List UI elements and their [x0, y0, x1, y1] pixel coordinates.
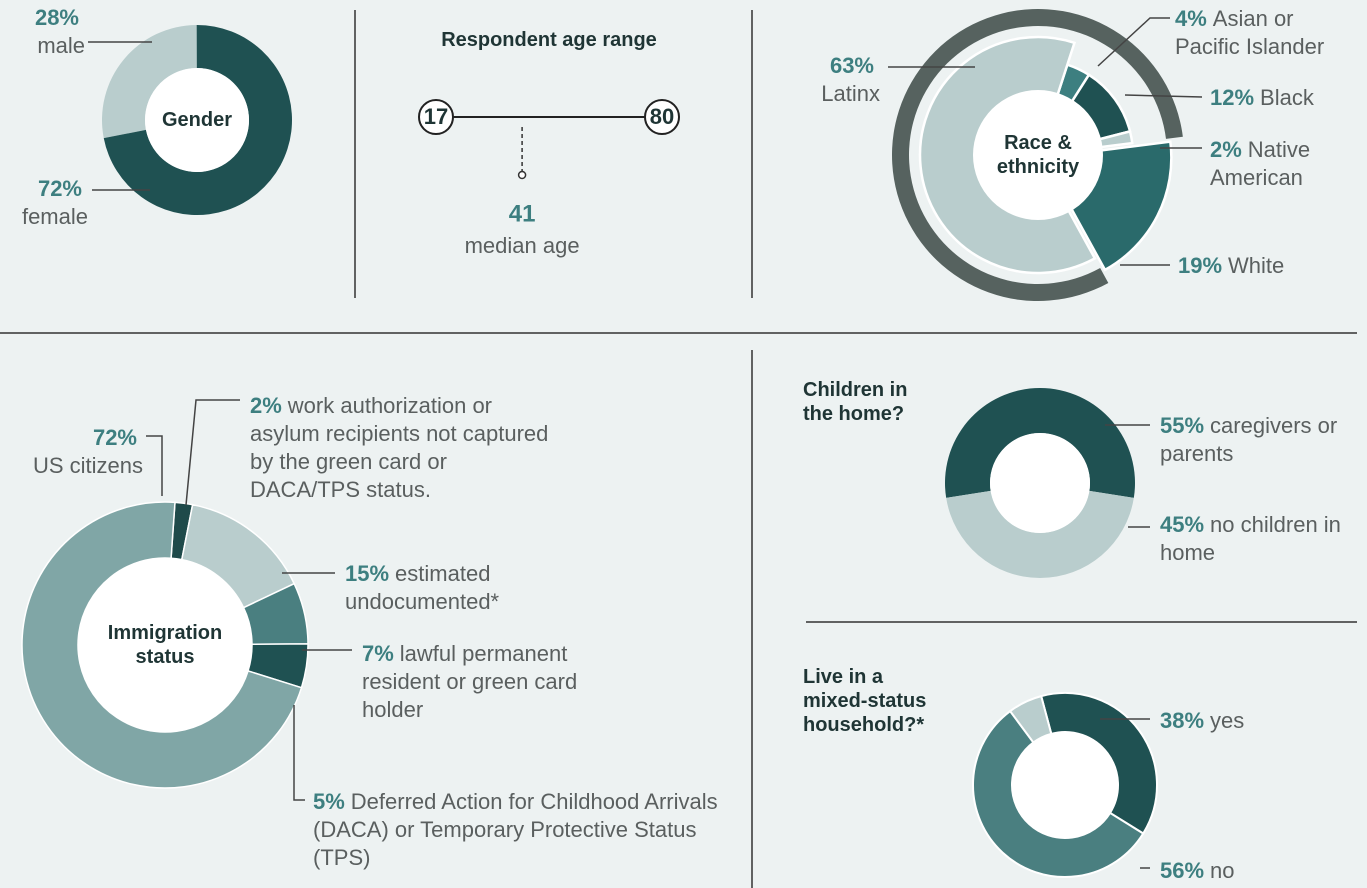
slice-category: no [1210, 858, 1235, 883]
slice-percent: 2% [250, 393, 282, 418]
range-end-label: 17 [424, 104, 448, 129]
slice-category: Asian or Pacific Islander [1175, 6, 1325, 59]
slice-label: 38% yes [1160, 707, 1360, 735]
slice-label: 28% male [0, 4, 85, 60]
leader-line [1097, 17, 1170, 67]
slice [103, 24, 292, 215]
chart-title: Children in the home? [803, 379, 908, 425]
slice-percent: 56% [1160, 858, 1205, 883]
median-value: 41 [509, 200, 536, 227]
slice-category: Native American [1210, 137, 1311, 190]
slice-percent: 55% [1160, 413, 1205, 438]
slice [102, 25, 197, 139]
slice-percent: 12% [1210, 85, 1255, 110]
median-dot [517, 170, 527, 180]
slice-label: 63% Latinx [780, 52, 880, 108]
center-hole [145, 68, 249, 172]
slice-category: Latinx [821, 81, 880, 106]
slice-category: caregivers or parents [1160, 413, 1338, 466]
chart-title: Gender [161, 109, 233, 131]
range-end-label: 80 [650, 104, 674, 129]
slice-category: White [1228, 253, 1285, 278]
slice-label: 12% Black [1210, 84, 1360, 112]
leader-line [1124, 94, 1203, 98]
slice-percent: 45% [1160, 512, 1205, 537]
range-end [418, 99, 454, 135]
leader-line [185, 399, 240, 506]
slice-percent: 15% [345, 561, 390, 586]
slice-label: 19% White [1178, 252, 1358, 280]
chart-title: Respondent age range [441, 29, 657, 51]
center-hole [973, 90, 1103, 220]
slice-percent: 19% [1178, 253, 1223, 278]
slice [972, 709, 1145, 878]
slice-percent: 2% [1210, 137, 1242, 162]
slice-label: 2% Native American [1210, 136, 1340, 192]
slice-category: lawful permanent resident or green card … [362, 641, 578, 722]
chart-title: Immigration status [107, 622, 223, 668]
slice-percent: 7% [362, 641, 394, 666]
slice-percent: 72% [37, 176, 82, 201]
slice-label: 4% Asian or Pacific Islander [1175, 5, 1360, 61]
slice-label: 55% caregivers or parents [1160, 412, 1360, 468]
slice-percent: 4% [1175, 6, 1207, 31]
slice-percent: 63% [829, 53, 874, 78]
range-end [644, 99, 680, 135]
slice-category: work authorization or asylum recipients … [250, 393, 549, 502]
slice-label: 5% Deferred Action for Childhood Arrivals… [313, 788, 733, 872]
slice-percent: 5% [313, 789, 345, 814]
center-hole [990, 433, 1090, 533]
slice-category: Black [1260, 85, 1314, 110]
slice-percent: 38% [1160, 708, 1205, 733]
slice-category: female [21, 204, 88, 229]
slice-label: 15% estimated undocumented* [345, 560, 555, 616]
slice [946, 490, 1134, 579]
center-hole [78, 558, 252, 732]
center-hole [1012, 732, 1118, 838]
chart-title: Race & ethnicity [996, 132, 1080, 178]
leader-line [146, 435, 163, 496]
slice-label: 56% no [1160, 857, 1360, 885]
chart-title: Live in a mixed-status household?* [803, 666, 927, 736]
slice-percent: 28% [34, 5, 79, 30]
leader-line [293, 705, 305, 801]
slice-category: no children in home [1160, 512, 1341, 565]
slice-category: yes [1210, 708, 1245, 733]
slice-category: US citizens [32, 453, 143, 478]
slice-label: 7% lawful permanent resident or green car… [362, 640, 622, 724]
slice-label: 2% work authorization or asylum recipient… [250, 392, 550, 504]
slice [945, 388, 1135, 498]
slice-label: 45% no children in home [1160, 511, 1360, 567]
separators [0, 10, 1357, 888]
median-label: median age [465, 233, 580, 258]
slice-label: 72% female [0, 175, 88, 231]
slice-category: male [37, 33, 85, 58]
slice-percent: 72% [92, 425, 137, 450]
slice-category: estimated undocumented* [345, 561, 500, 614]
slice-label: 72% US citizens [0, 424, 143, 480]
slice-category: Deferred Action for Childhood Arrivals (… [313, 789, 718, 870]
